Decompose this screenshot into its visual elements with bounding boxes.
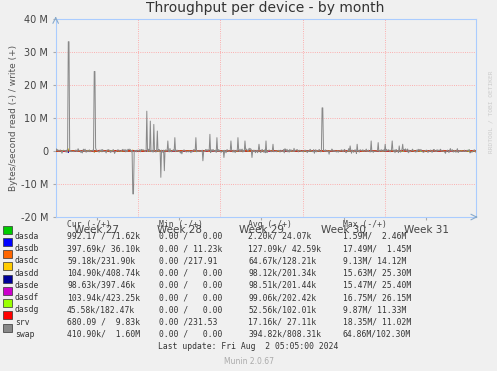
Text: dasdc: dasdc	[15, 256, 39, 265]
Text: 64.67k/128.21k: 64.67k/128.21k	[248, 256, 317, 265]
Text: 1.59M/  2.46M: 1.59M/ 2.46M	[343, 232, 407, 241]
Text: 9.13M/ 14.12M: 9.13M/ 14.12M	[343, 256, 407, 265]
Text: 17.16k/ 27.11k: 17.16k/ 27.11k	[248, 318, 317, 326]
Text: 410.90k/  1.60M: 410.90k/ 1.60M	[67, 330, 140, 339]
Text: Avg (-/+): Avg (-/+)	[248, 220, 292, 229]
Text: 0.00 /   0.00: 0.00 / 0.00	[159, 293, 223, 302]
Text: RRDTOOL / TOBI OETIKER: RRDTOOL / TOBI OETIKER	[489, 70, 494, 152]
Text: 98.63k/397.46k: 98.63k/397.46k	[67, 281, 135, 290]
Text: srv: srv	[15, 318, 29, 326]
Text: swap: swap	[15, 330, 34, 339]
Text: dasdg: dasdg	[15, 305, 39, 314]
Text: Munin 2.0.67: Munin 2.0.67	[224, 357, 273, 366]
Text: 18.35M/ 11.02M: 18.35M/ 11.02M	[343, 318, 411, 326]
Text: 52.56k/102.01k: 52.56k/102.01k	[248, 305, 317, 314]
Text: 15.63M/ 25.30M: 15.63M/ 25.30M	[343, 269, 411, 278]
Text: 59.18k/231.90k: 59.18k/231.90k	[67, 256, 135, 265]
Text: 680.09 /  9.83k: 680.09 / 9.83k	[67, 318, 140, 326]
Text: Last update: Fri Aug  2 05:05:00 2024: Last update: Fri Aug 2 05:05:00 2024	[159, 342, 338, 351]
Text: dasde: dasde	[15, 281, 39, 290]
Text: 9.87M/ 11.33M: 9.87M/ 11.33M	[343, 305, 407, 314]
Text: dasdf: dasdf	[15, 293, 39, 302]
Text: 0.00 / 11.23k: 0.00 / 11.23k	[159, 244, 223, 253]
Text: 0.00 /   0.00: 0.00 / 0.00	[159, 281, 223, 290]
Text: 0.00 /   0.00: 0.00 / 0.00	[159, 232, 223, 241]
Text: 0.00 /231.53: 0.00 /231.53	[159, 318, 218, 326]
Text: 45.58k/182.47k: 45.58k/182.47k	[67, 305, 135, 314]
Text: 397.69k/ 36.10k: 397.69k/ 36.10k	[67, 244, 140, 253]
Text: dasdb: dasdb	[15, 244, 39, 253]
Text: 2.20k/ 24.07k: 2.20k/ 24.07k	[248, 232, 312, 241]
Text: 17.49M/  1.45M: 17.49M/ 1.45M	[343, 244, 411, 253]
Text: Max (-/+): Max (-/+)	[343, 220, 387, 229]
Text: 0.00 /   0.00: 0.00 / 0.00	[159, 305, 223, 314]
Text: 16.75M/ 26.15M: 16.75M/ 26.15M	[343, 293, 411, 302]
Text: 0.00 /   0.00: 0.00 / 0.00	[159, 269, 223, 278]
Text: dasda: dasda	[15, 232, 39, 241]
Text: 992.17 / 71.62k: 992.17 / 71.62k	[67, 232, 140, 241]
Text: Min (-/+): Min (-/+)	[159, 220, 203, 229]
Text: 64.86M/102.30M: 64.86M/102.30M	[343, 330, 411, 339]
Text: 98.12k/201.34k: 98.12k/201.34k	[248, 269, 317, 278]
Text: 104.90k/408.74k: 104.90k/408.74k	[67, 269, 140, 278]
Text: 15.47M/ 25.40M: 15.47M/ 25.40M	[343, 281, 411, 290]
Text: 99.06k/202.42k: 99.06k/202.42k	[248, 293, 317, 302]
Text: 0.00 /217.91: 0.00 /217.91	[159, 256, 218, 265]
Text: 394.82k/808.31k: 394.82k/808.31k	[248, 330, 322, 339]
Text: 0.00 /   0.00: 0.00 / 0.00	[159, 330, 223, 339]
Text: 103.94k/423.25k: 103.94k/423.25k	[67, 293, 140, 302]
Y-axis label: Bytes/second read (-) / write (+): Bytes/second read (-) / write (+)	[9, 45, 18, 191]
Title: Throughput per device - by month: Throughput per device - by month	[147, 1, 385, 14]
Text: Cur (-/+): Cur (-/+)	[67, 220, 111, 229]
Text: dasdd: dasdd	[15, 269, 39, 278]
Text: 98.51k/201.44k: 98.51k/201.44k	[248, 281, 317, 290]
Text: 127.09k/ 42.59k: 127.09k/ 42.59k	[248, 244, 322, 253]
